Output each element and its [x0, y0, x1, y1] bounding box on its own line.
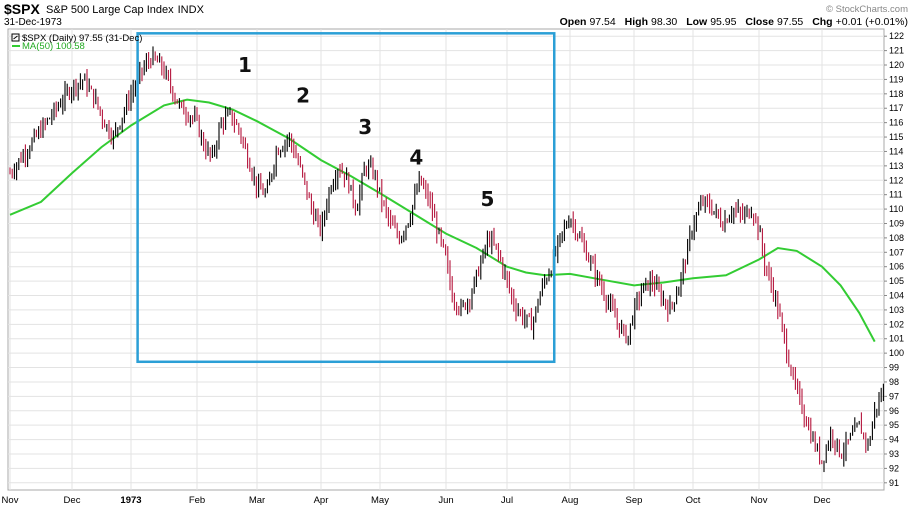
high-value: 98.30: [651, 16, 677, 28]
x-tick-label: Dec: [814, 495, 831, 506]
y-tick-label: 113: [889, 161, 903, 171]
wave-label: 5: [481, 187, 495, 211]
y-tick-label: 101: [889, 334, 904, 344]
wave-label: 2: [296, 83, 310, 107]
legend-price: $SPX (Daily) 97.55 (31-Dec): [22, 33, 142, 44]
legend: $SPX (Daily) 97.55 (31-Dec) MA(50) 100.5…: [11, 33, 142, 52]
low-value: 95.95: [710, 16, 736, 28]
x-tick-label: Feb: [189, 495, 205, 506]
legend-price-swatch: [11, 33, 20, 42]
legend-price-swatch-mark: [13, 35, 18, 40]
y-tick-label: 97: [889, 391, 899, 401]
x-tick-label: Apr: [314, 495, 329, 506]
quote-line: Open 97.54 High 98.30 Low 95.95 Close 97.55 …: [560, 16, 908, 28]
exchange: INDX: [178, 4, 205, 16]
close-label: Close: [745, 16, 774, 28]
y-tick-label: 91: [889, 478, 899, 488]
x-tick-label: Dec: [64, 495, 81, 506]
low-label: Low: [686, 16, 708, 28]
x-tick-label: Nov: [751, 495, 768, 506]
ma-layer: [9, 98, 876, 343]
y-tick-label: 102: [889, 319, 904, 329]
wave-label: 1: [238, 53, 252, 77]
wave-label: 4: [409, 145, 423, 169]
ma-line: [9, 98, 876, 343]
index-full-name: S&P 500 Large Cap Index: [46, 4, 174, 16]
y-tick-label: 118: [889, 89, 903, 99]
y-tick-label: 115: [889, 132, 903, 142]
y-tick-label: 94: [889, 435, 899, 445]
y-axis: 91 92 93 94 95 96 97 98 99 100 101 102 103 104 105 106 1…: [884, 31, 904, 488]
y-tick-label: 114: [889, 146, 903, 156]
y-tick-label: 110: [889, 204, 903, 214]
highlight-box: [136, 32, 556, 364]
x-axis: Nov Dec 1973 Feb Mar Apr May Jun Jul Aug Sep Oct Nov…: [2, 495, 831, 506]
x-tick-label: Nov: [2, 495, 19, 506]
x-tick-label: Jul: [501, 495, 513, 506]
y-tick-label: 96: [889, 406, 899, 416]
close-value: 97.55: [777, 16, 803, 28]
y-tick-label: 121: [889, 46, 904, 56]
y-tick-label: 117: [889, 103, 903, 113]
y-tick-label: 93: [889, 449, 899, 459]
chg-value: +0.01 (+0.01%): [836, 16, 908, 28]
y-tick-label: 103: [889, 305, 904, 315]
index-name: S&P 500 Large Cap Index INDX: [46, 4, 205, 16]
y-tick-label: 120: [889, 60, 904, 70]
symbol: $SPX: [4, 1, 40, 17]
x-tick-label: Oct: [686, 495, 701, 506]
high-label: High: [625, 16, 648, 28]
chart-date: 31-Dec-1973: [4, 17, 62, 28]
y-tick-label: 104: [889, 291, 904, 301]
y-tick-label: 119: [889, 74, 903, 84]
watermark: © StockCharts.com: [826, 4, 908, 15]
chg-label: Chg: [812, 16, 832, 28]
y-tick-label: 95: [889, 420, 899, 430]
x-tick-label: Jun: [438, 495, 453, 506]
y-tick-label: 98: [889, 377, 899, 387]
y-tick-label: 112: [889, 175, 903, 185]
y-tick-label: 106: [889, 262, 904, 272]
annotations: 1 2 3 4 5: [238, 53, 494, 211]
y-tick-label: 116: [889, 118, 903, 128]
grid: [8, 29, 884, 490]
y-tick-label: 105: [889, 276, 904, 286]
y-tick-label: 92: [889, 463, 899, 473]
x-tick-label: 1973: [120, 495, 141, 506]
y-tick-label: 109: [889, 218, 904, 228]
y-tick-label: 107: [889, 247, 904, 257]
y-tick-label: 108: [889, 233, 904, 243]
x-tick-label: Aug: [562, 495, 579, 506]
y-tick-label: 122: [889, 31, 904, 41]
x-tick-label: Mar: [249, 495, 265, 506]
wave-label: 3: [358, 115, 372, 139]
y-tick-label: 99: [889, 363, 899, 373]
x-tick-label: May: [371, 495, 389, 506]
price-bars: [9, 46, 884, 473]
x-tick-label: Sep: [626, 495, 643, 506]
y-tick-label: 100: [889, 348, 904, 358]
legend-ma: MA(50) 100.58: [22, 41, 85, 52]
open-label: Open: [560, 16, 587, 28]
open-value: 97.54: [589, 16, 615, 28]
y-tick-label: 111: [889, 190, 903, 200]
box-layer: [136, 32, 556, 364]
